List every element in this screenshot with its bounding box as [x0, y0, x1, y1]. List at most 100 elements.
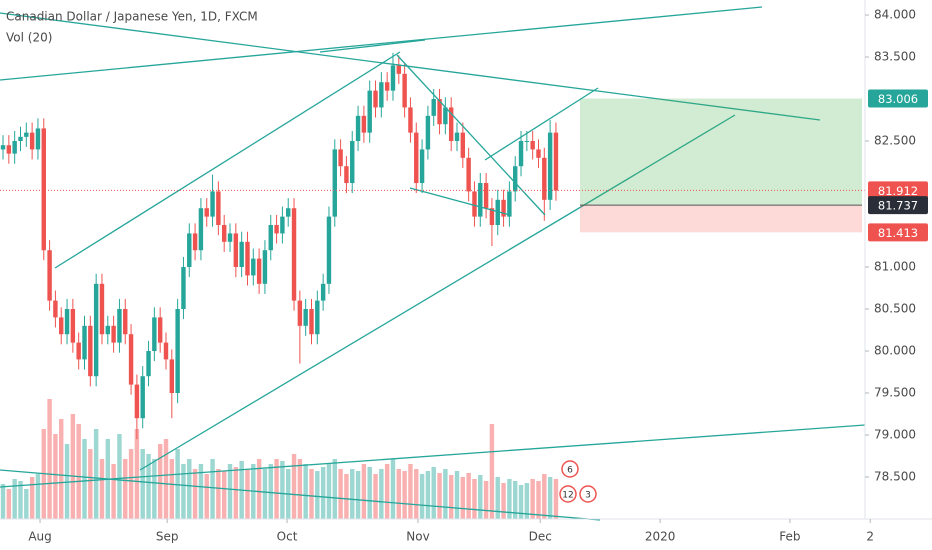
volume-bar [88, 449, 93, 519]
candle-body [163, 342, 169, 360]
candle-body [350, 141, 355, 184]
volume-bar [280, 461, 285, 519]
candle-body [0, 145, 6, 150]
trend-line [319, 39, 426, 53]
volume-bar [443, 469, 448, 519]
price-tag [868, 196, 928, 215]
trend-line [396, 54, 546, 216]
volume-bar [355, 471, 361, 519]
volume-bar [379, 469, 384, 519]
volume-bar [507, 479, 512, 519]
candle-body [297, 300, 303, 326]
y-tick-label: 79.500 [874, 386, 916, 400]
volume-bar [216, 469, 221, 519]
candle-body [425, 115, 431, 150]
candle-body [355, 115, 361, 142]
candle-body [448, 107, 454, 142]
volume-bar [18, 481, 23, 519]
candle-body [157, 317, 163, 343]
candle-body [99, 283, 105, 335]
candle-body [472, 191, 477, 217]
volume-bar [315, 471, 320, 519]
price-tag-label: 83.006 [878, 92, 918, 106]
candle-body [262, 250, 268, 284]
volume-bar [53, 434, 58, 519]
candle-body [256, 258, 262, 284]
candle-body [216, 191, 221, 226]
volume-bar [204, 474, 209, 519]
volume-bar [326, 464, 332, 519]
candle-body [192, 233, 198, 251]
y-tick-label: 84.000 [874, 8, 916, 22]
volume-bar [472, 479, 477, 519]
volume-bar [163, 439, 169, 519]
candle-body [53, 300, 58, 318]
candle-body [35, 128, 41, 150]
volume-bar [152, 459, 157, 519]
price-tag-label: 81.737 [878, 199, 918, 213]
volume-bar [483, 481, 489, 519]
volume-bar [512, 481, 518, 519]
volume-bar [70, 414, 76, 519]
candle-body [536, 149, 541, 158]
candle-body [390, 65, 396, 91]
candle-body [187, 233, 192, 268]
volume-bar [460, 477, 466, 519]
volume-bar [419, 474, 425, 519]
volume-bar [24, 489, 29, 519]
target-zone [580, 98, 862, 206]
x-tick-label: 2020 [645, 530, 676, 544]
volume-bar [233, 467, 239, 519]
x-tick-label: Oct [277, 530, 298, 544]
trend-lines [0, 6, 866, 521]
trend-line [409, 187, 511, 216]
volume-bar [111, 464, 116, 519]
volume-bar [501, 483, 506, 519]
x-tick-label: Sep [156, 530, 179, 544]
candle-body [29, 132, 35, 150]
candle-body [93, 283, 99, 377]
candle-body [326, 216, 332, 284]
volume-bar [518, 485, 524, 519]
candle-body [379, 82, 384, 108]
volume-bar [157, 444, 163, 519]
candle-body [210, 191, 215, 217]
volume-bar [361, 464, 367, 519]
y-tick-label: 80.500 [874, 302, 916, 316]
volume-bar [338, 469, 343, 519]
candle-body [24, 132, 29, 137]
volume-bar [454, 471, 460, 519]
candle-body [437, 99, 442, 125]
candle-body [332, 149, 337, 217]
candle-body [402, 73, 407, 108]
candle-body [12, 141, 17, 154]
x-tick-label: Aug [28, 530, 51, 544]
volume-bar [530, 479, 535, 519]
volume-bar [408, 464, 413, 519]
volume-bar [536, 481, 541, 519]
volume-bar [373, 474, 378, 519]
trend-line [484, 87, 599, 161]
volume-bar [117, 434, 122, 519]
volume-label: Vol (20) [6, 31, 52, 45]
volume-bar [181, 464, 186, 519]
event-label: 3 [585, 491, 591, 501]
volume-bar [128, 449, 134, 519]
volume-bar [332, 459, 337, 519]
plot-area [0, 52, 559, 519]
volume-bar [402, 471, 407, 519]
candle-body [175, 309, 180, 394]
volume-bar [256, 459, 262, 519]
price-tag-label: 81.912 [878, 184, 918, 198]
candle-body [512, 166, 518, 192]
event-label: 12 [562, 491, 573, 501]
candle-body [384, 82, 390, 91]
volume-bar [146, 454, 151, 519]
candle-body [221, 225, 227, 242]
volume-bar [524, 483, 530, 519]
volume-bar [320, 467, 326, 519]
candle-body [140, 376, 145, 419]
volume-bar [274, 459, 279, 519]
candle-body [169, 359, 175, 394]
